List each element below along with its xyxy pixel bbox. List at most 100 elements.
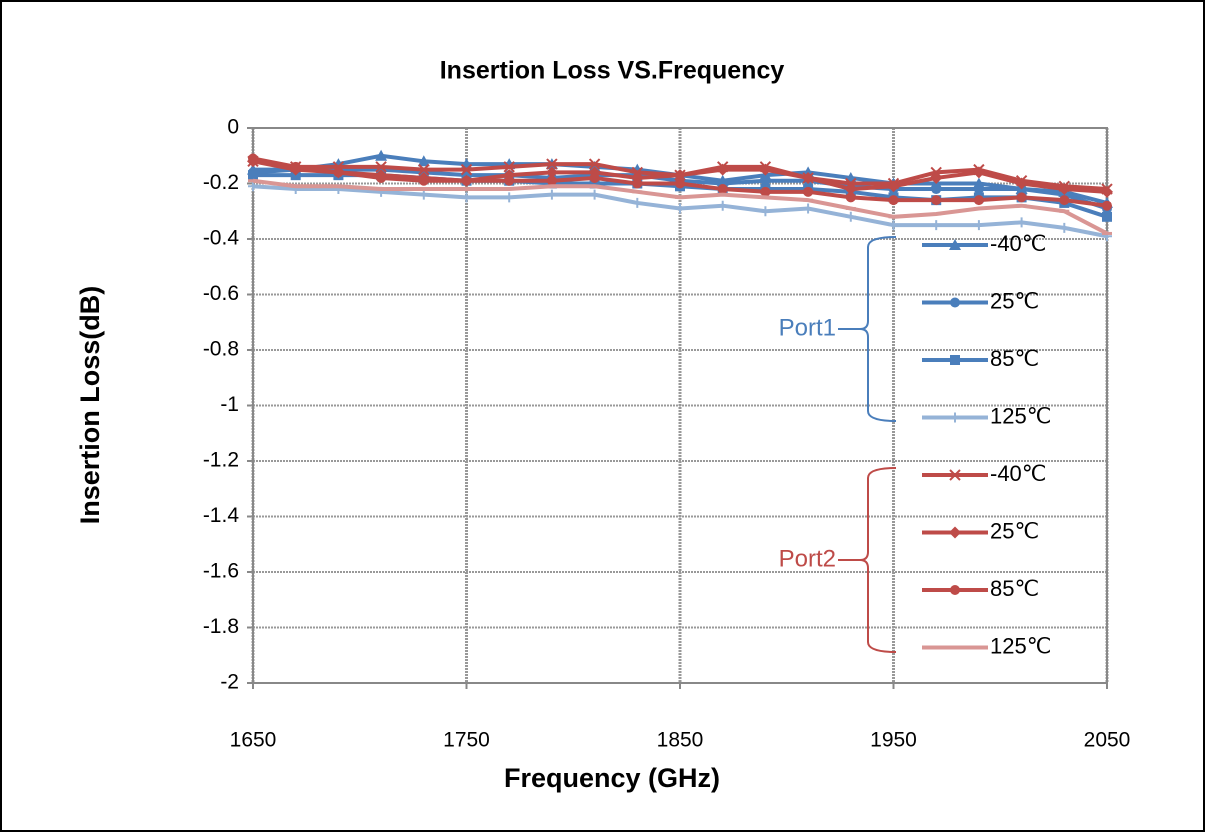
marker: [888, 195, 899, 206]
marker: [589, 172, 600, 183]
marker: [760, 175, 771, 186]
annotation: Port2: [779, 545, 836, 572]
marker: [545, 166, 558, 179]
marker: [844, 183, 857, 196]
y-tick-label: -1.4: [203, 504, 240, 527]
legend-marker: [949, 526, 961, 539]
legend-label: 25℃: [990, 288, 1039, 313]
marker: [845, 211, 856, 222]
marker: [418, 175, 429, 186]
marker: [887, 180, 900, 193]
marker: [674, 169, 686, 182]
marker: [973, 220, 984, 231]
marker: [1016, 192, 1027, 203]
marker: [675, 178, 685, 189]
plot-frame: [252, 127, 1108, 684]
x-axis-label: Frequency (GHz): [504, 763, 720, 793]
marker: [1016, 217, 1027, 228]
marker: [845, 192, 856, 203]
marker: [1059, 195, 1070, 206]
marker: [973, 184, 984, 195]
marker: [504, 192, 515, 203]
marker: [717, 184, 728, 195]
marker: [417, 155, 430, 167]
marker: [931, 195, 942, 206]
marker: [546, 175, 557, 186]
marker: [803, 186, 814, 197]
marker: [375, 161, 387, 173]
marker: [1102, 211, 1112, 222]
marker: [802, 171, 815, 184]
y-tick-label: -0.4: [203, 227, 240, 250]
y-tick-label: -0.2: [203, 171, 239, 194]
marker: [376, 172, 387, 183]
marker: [418, 189, 429, 200]
marker: [1015, 177, 1028, 190]
legend-marker: [949, 239, 961, 250]
x-tick-label: 1750: [443, 729, 490, 752]
marker: [503, 161, 515, 173]
y-tick-label: -1.2: [203, 449, 239, 472]
marker: [460, 163, 473, 176]
marker: [546, 158, 558, 170]
marker: [760, 206, 771, 217]
marker: [588, 158, 601, 170]
marker: [248, 170, 258, 181]
marker: [1102, 200, 1112, 211]
chart-title: Insertion Loss VS.Frequency: [440, 57, 785, 85]
marker: [375, 149, 388, 161]
marker: [589, 189, 600, 200]
marker: [333, 167, 344, 178]
marker: [803, 203, 814, 214]
marker: [248, 153, 258, 164]
legend-label: 25℃: [990, 518, 1039, 543]
marker: [759, 163, 772, 176]
x-tick-label: 1850: [657, 729, 704, 752]
y-axis-label: Insertion Loss(dB): [75, 286, 105, 525]
marker: [588, 160, 601, 172]
legend-marker: [950, 585, 960, 595]
y-tick-label: -1: [220, 393, 239, 416]
legend-label: -40℃: [990, 461, 1047, 486]
legend-marker: [949, 469, 961, 481]
x-tick-label: 2050: [1084, 729, 1131, 752]
marker: [632, 178, 643, 189]
y-tick-label: -0.6: [203, 282, 239, 305]
legend-label: 85℃: [990, 576, 1039, 601]
x-tick-label: 1950: [870, 729, 917, 752]
marker: [248, 181, 258, 192]
marker: [760, 186, 771, 197]
marker: [931, 220, 942, 231]
marker: [589, 178, 600, 189]
y-tick-label: 0: [227, 116, 239, 139]
marker: [888, 220, 899, 231]
y-tick-label: -0.8: [203, 338, 239, 361]
y-tick-label: -2: [220, 671, 239, 694]
marker: [461, 175, 472, 186]
marker: [1058, 183, 1071, 196]
legend-marker: [950, 355, 960, 365]
marker: [461, 192, 472, 203]
marker: [418, 163, 430, 176]
legend-label: 125℃: [990, 633, 1051, 658]
legend-label: 125℃: [990, 403, 1051, 428]
marker: [1101, 185, 1113, 198]
marker: [632, 197, 643, 208]
marker: [675, 203, 685, 214]
marker: [1059, 222, 1070, 233]
y-tick-label: -1.6: [203, 560, 239, 583]
marker: [972, 166, 985, 179]
marker: [504, 175, 515, 186]
legend-label: 85℃: [990, 346, 1039, 371]
marker: [716, 163, 729, 176]
marker: [546, 189, 557, 200]
y-tick-label: -1.8: [203, 615, 239, 638]
x-tick-label: 1650: [230, 729, 277, 752]
marker: [931, 184, 942, 195]
legend-marker: [950, 297, 960, 308]
legend-marker: [950, 412, 960, 423]
marker: [930, 171, 943, 184]
marker: [717, 200, 728, 211]
